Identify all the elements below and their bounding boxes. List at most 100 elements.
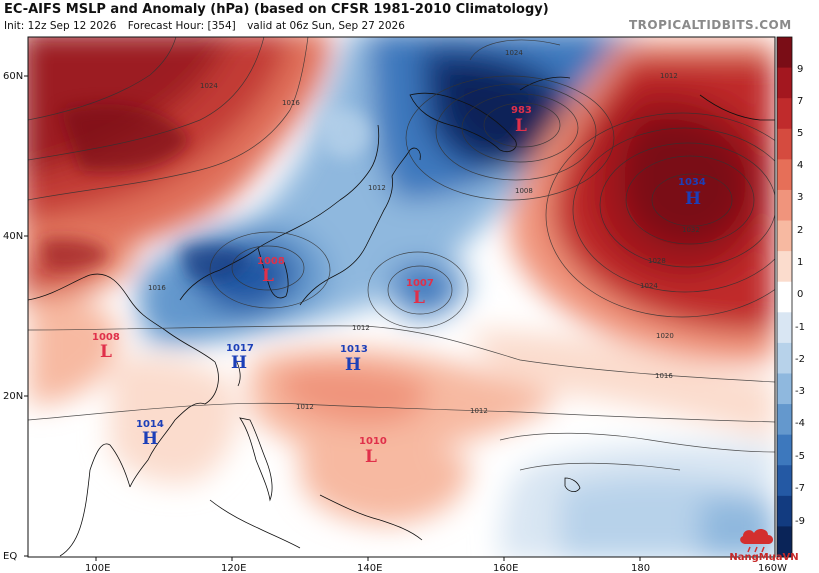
svg-text:-2: -2 (795, 354, 805, 365)
svg-text:H: H (685, 189, 701, 209)
colorbar-segment (777, 495, 792, 527)
colorbar-segment (777, 342, 792, 374)
svg-text:-3: -3 (795, 386, 805, 397)
svg-text:5: 5 (797, 128, 803, 139)
svg-text:1012: 1012 (296, 403, 314, 411)
forecast-hour: Forecast Hour: [354] (127, 20, 236, 32)
colorbar: 9 7 5 4 3 2 1 0 -1 -2 -3 -4 -5 -7 -9 (776, 36, 805, 558)
lat-label-60n: 60N (3, 71, 23, 82)
svg-text:1020: 1020 (656, 332, 674, 340)
colorbar-segment (777, 465, 792, 497)
svg-text:1024: 1024 (200, 82, 218, 90)
svg-text:4: 4 (797, 160, 803, 171)
colorbar-segment (777, 37, 792, 69)
low-center-korea: 1008 L (257, 256, 285, 286)
nangmuavn-logo: NangMuaVN (716, 524, 812, 570)
longitude-axis: 100E 120E 140E 160E 180 160W (85, 557, 787, 573)
svg-text:1010: 1010 (359, 436, 387, 447)
svg-text:0: 0 (797, 289, 803, 300)
pressure-centers: 983 L 1034 H 1008 L 1007 L 1008 L 1017 H (92, 105, 706, 467)
svg-text:L: L (262, 266, 274, 286)
colorbar-segment (777, 98, 792, 130)
lon-label-100e: 100E (85, 563, 110, 573)
svg-text:1024: 1024 (505, 49, 523, 57)
svg-text:1024: 1024 (640, 282, 658, 290)
svg-text:1012: 1012 (660, 72, 678, 80)
svg-text:1012: 1012 (352, 324, 370, 332)
svg-text:-7: -7 (795, 483, 805, 494)
svg-text:1034: 1034 (678, 177, 706, 188)
low-center-indochina: 1008 L (92, 332, 120, 362)
svg-text:-9: -9 (795, 516, 805, 527)
isobar-labels: 1024 1012 1016 1012 1012 1012 1016 1020 … (148, 49, 700, 415)
low-center-1010: 1010 L (359, 436, 387, 467)
colorbar-segment (777, 434, 792, 466)
svg-text:L: L (100, 342, 112, 362)
map-frame (27, 36, 776, 558)
colorbar-segment (777, 128, 792, 160)
svg-text:9: 9 (797, 64, 803, 75)
cloud-rain-icon (740, 529, 774, 553)
svg-text:1016: 1016 (148, 284, 166, 292)
svg-text:1008: 1008 (515, 187, 533, 195)
high-center-1017: 1017 H (226, 343, 254, 373)
svg-text:1017: 1017 (226, 343, 254, 354)
svg-text:1028: 1028 (648, 257, 666, 265)
chart-title: EC-AIFS MSLP and Anomaly (hPa) (based on… (4, 2, 549, 17)
svg-text:H: H (231, 353, 247, 373)
svg-text:1008: 1008 (92, 332, 120, 343)
high-center-1013: 1013 H (340, 344, 368, 375)
latitude-axis: 60N 40N 20N EQ (3, 71, 28, 562)
high-center-1014: 1014 H (136, 419, 164, 449)
init-time: Init: 12z Sep 12 2026 (4, 20, 117, 32)
colorbar-segment (777, 220, 792, 252)
svg-text:1013: 1013 (340, 344, 368, 355)
lat-label-eq: EQ (3, 551, 17, 562)
chart-subtitle: Init: 12z Sep 12 2026 Forecast Hour: [35… (4, 20, 413, 32)
svg-text:H: H (142, 429, 158, 449)
high-center-1034: 1034 H (678, 177, 706, 209)
svg-text:L: L (413, 288, 425, 308)
svg-text:1014: 1014 (136, 419, 164, 430)
colorbar-segment (777, 526, 792, 558)
source-brand: TROPICALTIDBITS.COM (629, 18, 792, 32)
lat-label-40n: 40N (3, 231, 23, 242)
svg-text:-4: -4 (795, 418, 805, 429)
low-center-1007: 1007 L (406, 278, 434, 308)
svg-text:L: L (515, 116, 527, 136)
colorbar-segment (777, 281, 792, 313)
colorbar-segment (777, 67, 792, 99)
svg-text:2: 2 (797, 225, 803, 236)
colorbar-segment (777, 189, 792, 222)
colorbar-segment (777, 404, 792, 436)
svg-text:1008: 1008 (257, 256, 285, 267)
svg-text:L: L (365, 447, 377, 467)
svg-text:-1: -1 (795, 322, 805, 333)
lat-label-20n: 20N (3, 391, 23, 402)
svg-text:7: 7 (797, 96, 803, 107)
colorbar-segment (777, 312, 792, 344)
lon-label-120e: 120E (221, 563, 246, 573)
colorbar-segment (777, 159, 792, 191)
svg-text:1012: 1012 (470, 407, 488, 415)
lon-label-180: 180 (631, 563, 650, 573)
lon-label-160w: 160W (758, 563, 787, 573)
svg-text:1016: 1016 (282, 99, 300, 107)
anomaly-field: 1024 1012 1016 1012 1012 1012 1016 1020 … (28, 37, 775, 557)
svg-text:983: 983 (511, 105, 532, 116)
svg-text:1032: 1032 (682, 226, 700, 234)
svg-text:3: 3 (797, 192, 803, 203)
lon-label-140e: 140E (357, 563, 382, 573)
svg-text:1: 1 (797, 257, 803, 268)
svg-text:H: H (345, 355, 361, 375)
valid-time: valid at 06z Sun, Sep 27 2026 (247, 20, 405, 32)
lon-label-160e: 160E (493, 563, 518, 573)
svg-text:1012: 1012 (368, 184, 386, 192)
low-center-983: 983 L (511, 105, 532, 136)
svg-text:1007: 1007 (406, 278, 434, 289)
isobars (28, 37, 775, 471)
colorbar-labels: 9 7 5 4 3 2 1 0 -1 -2 -3 -4 -5 -7 -9 (795, 64, 805, 527)
colorbar-segment (777, 373, 792, 405)
svg-text:1016: 1016 (655, 372, 673, 380)
